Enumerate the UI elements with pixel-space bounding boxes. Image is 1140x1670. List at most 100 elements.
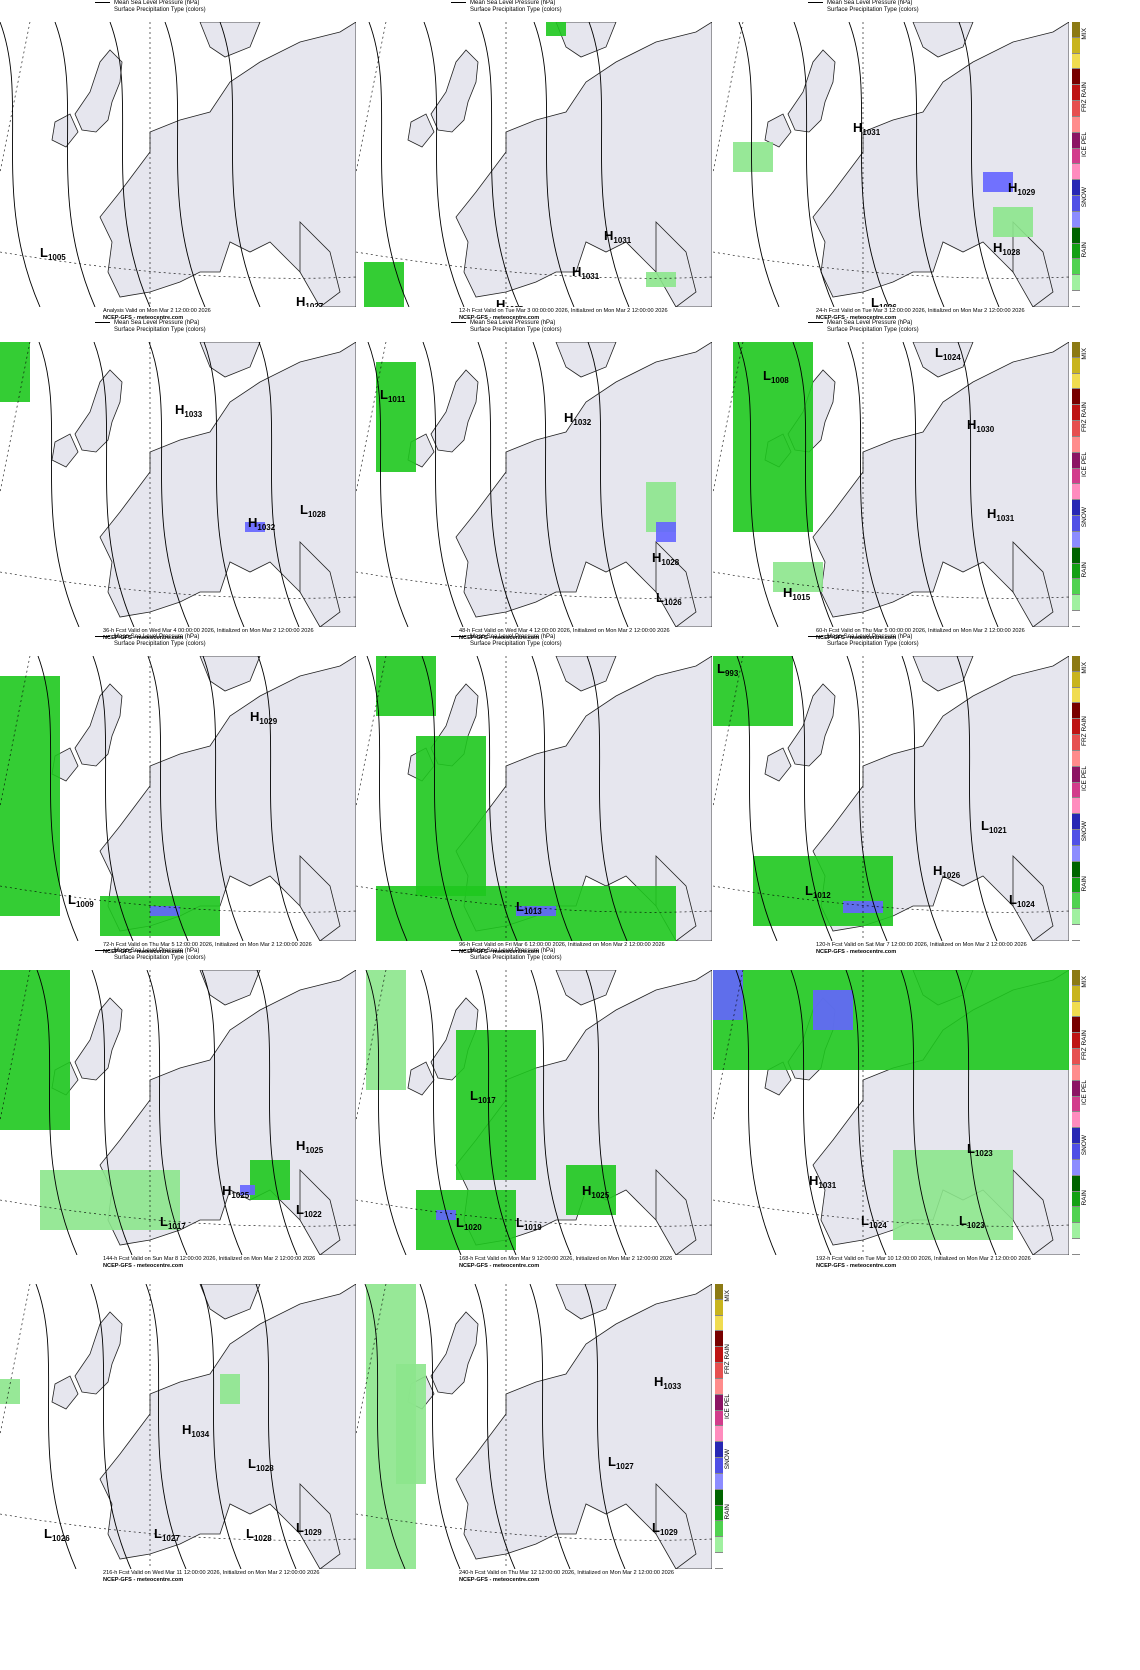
panel-header: Mean Sea Level Pressure (hPa) Surface Pre… [808,320,919,334]
isobar [367,342,409,627]
high-pressure-label: H1032 [248,515,276,532]
source-label: NCEP-GFS - meteocentre.com [816,1263,897,1269]
latitude-line [356,251,712,279]
land-mass [912,22,974,58]
header-pressure-label: Mean Sea Level Pressure (hPa) [470,634,556,640]
precip-area [364,262,404,307]
legend-swatch [1072,985,1080,1002]
precip-area [983,172,1013,192]
land-mass [655,541,697,627]
isobar [38,342,80,627]
precip-area [416,1190,516,1250]
isobar [529,1284,571,1569]
valid-time-label: 96-h Fcst Valid on Fri Mar 6 12:00:00 20… [459,942,665,948]
low-pressure-label: L1023 [967,1141,993,1158]
isobar [146,970,188,1255]
legend-swatch [1072,37,1080,54]
high-pressure-label: H1028 [993,240,1021,257]
legend-swatch [1072,579,1080,596]
precip-area [516,906,556,916]
isobar [900,970,942,1255]
panel-caption: 120-h Fcst Valid on Sat Mar 7 12:00:00 2… [816,942,1027,956]
legend-swatch [1072,468,1080,485]
legend-swatch [1072,877,1080,894]
land-mass [655,1169,697,1255]
isobar [585,970,627,1255]
legend-swatch [1072,671,1080,688]
header-precip-label: Surface Precipitation Type (colors) [114,641,206,647]
isobar [256,970,298,1255]
legend-swatch [1072,1128,1080,1145]
land-mass [199,1284,261,1320]
high-pressure-label: H1033 [175,402,203,419]
precip-area [0,1379,20,1404]
forecast-panel: Mean Sea Level Pressure (hPa) Surface Pre… [0,948,375,1303]
land-mass [787,683,836,767]
header-pressure-label: Mean Sea Level Pressure (hPa) [827,634,913,640]
legend-swatch [1072,1001,1080,1018]
high-pressure-label: H1031 [987,506,1015,523]
forecast-panel: Mean Sea Level Pressure (hPa) Surface Pre… [356,320,731,675]
valid-time-label: 240-h Fcst Valid on Thu Mar 12 12:00:00 … [459,1570,674,1576]
legend-label: MIX [1081,976,1088,988]
isobar [531,656,573,941]
precip-legend-bar [1072,970,1080,1255]
isobar [847,342,889,627]
isobar [219,22,261,307]
panel-caption: 36-h Fcst Valid on Wed Mar 4 00:00:00 20… [103,628,314,642]
high-pressure-label: H1031 [853,120,881,137]
forecast-panel: Mean Sea Level Pressure (hPa) Surface Pre… [0,634,375,989]
legend-label: MIX [1081,662,1088,674]
isobar [474,1284,516,1569]
land-mass [299,221,341,307]
low-pressure-label: L1008 [763,368,789,385]
valid-time-label: 144-h Fcst Valid on Sun Mar 8 12:00:00 2… [103,1256,316,1262]
source-label: NCEP-GFS - meteocentre.com [103,949,184,955]
isobar [736,656,778,941]
legend-swatch [1072,1096,1080,1113]
legend-swatch [1072,516,1080,532]
isobar [37,656,79,941]
land-mass [912,342,974,378]
low-pressure-label: L1013 [516,899,542,916]
low-pressure-label: L1028 [300,502,326,519]
land-mass [764,747,792,782]
legend-swatch [1072,595,1080,612]
low-pressure-label: L993 [717,661,739,678]
valid-time-label: 48-h Fcst Valid on Wed Mar 4 12:00:00 20… [459,628,670,634]
isobar [902,342,944,627]
isobar [255,1284,297,1569]
legend-label: ICE PEL [1081,1080,1088,1105]
isobar [478,22,520,307]
header-precip-label: Surface Precipitation Type (colors) [470,641,562,647]
legend-swatch [1072,814,1080,831]
source-label: NCEP-GFS - meteocentre.com [816,315,897,321]
land-mass [555,342,617,378]
isobar [790,970,832,1255]
low-pressure-label: L1029 [652,1520,678,1537]
high-pressure-label: H1033 [654,1374,682,1391]
latitude-line [713,251,1069,279]
legend-swatch [1072,735,1080,751]
legend-swatch [1072,1223,1080,1240]
isobar [91,970,133,1255]
isobar [845,970,887,1255]
forecast-panel: Mean Sea Level Pressure (hPa) Surface Pre… [713,634,1088,989]
legend-label: SNOW [1081,821,1088,842]
legend-swatch [1072,1017,1080,1034]
land-mass [430,1311,479,1395]
isobar [0,22,41,307]
legend-swatch [1072,53,1080,70]
isobar [533,22,575,307]
isobar [364,1284,406,1569]
high-pressure-label: H1025 [222,1183,250,1200]
longitude-line [0,22,31,173]
isobar [958,22,1000,307]
low-pressure-label: L1022 [296,1202,322,1219]
isobar [419,1284,461,1569]
legend-label: MIX [1081,348,1088,360]
longitude-line [0,970,31,1121]
land-mass [51,113,79,148]
low-pressure-label: L1024 [861,1213,887,1230]
isobar [148,342,190,627]
